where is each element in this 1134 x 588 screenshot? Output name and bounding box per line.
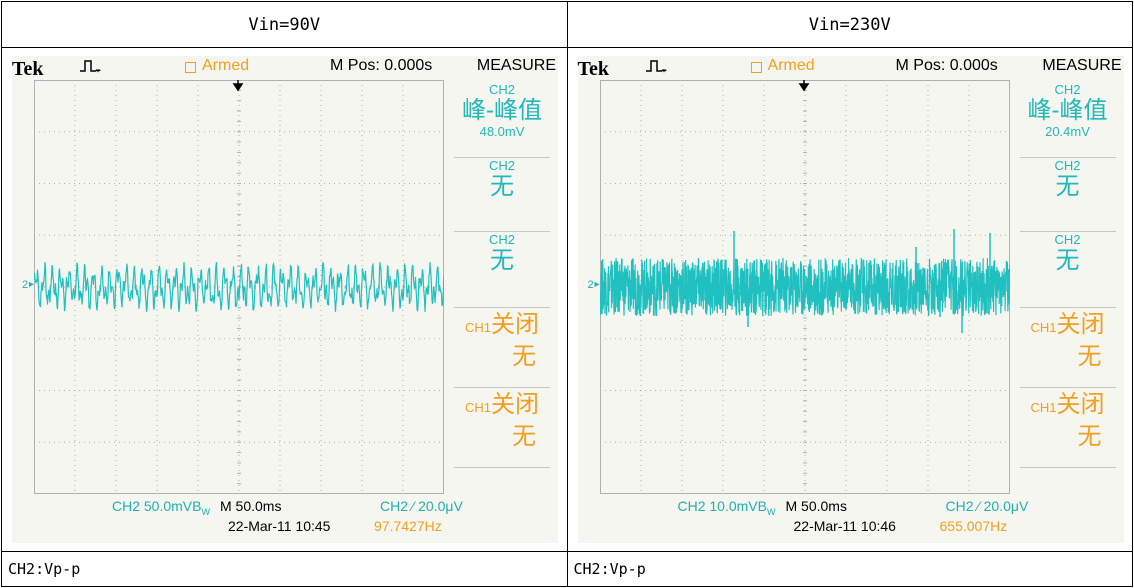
- menu-value: 无: [512, 423, 536, 451]
- measure-slot-3[interactable]: CH2 无: [1014, 232, 1122, 309]
- measure-title: MEASURE: [476, 57, 556, 75]
- menu-value: 无: [512, 343, 536, 371]
- acquisition-status: Armed: [767, 57, 815, 75]
- channel-scale: CH2 50.0mVBW: [112, 498, 210, 517]
- menu-value: 20.4mV: [1045, 124, 1090, 140]
- menu-label: 无: [490, 173, 514, 201]
- waveform-graticule: [599, 80, 1010, 495]
- armed-status-icon: [750, 62, 762, 74]
- menu-channel: CH2: [488, 232, 515, 248]
- menu-channel: CH1: [1030, 400, 1057, 416]
- measure-slot-2[interactable]: CH2 无: [448, 158, 556, 233]
- horizontal-position: M Pos: 0.000s: [330, 57, 433, 75]
- measure-slot-1[interactable]: CH2 峰-峰值 48.0mV: [448, 82, 556, 159]
- menu-value: 无: [1077, 343, 1102, 371]
- trigger-position-arrow: [232, 80, 244, 92]
- ch2-ground-marker: 2: [587, 279, 594, 292]
- date-time: 22-Mar-11 10:46: [793, 518, 896, 535]
- menu-channel: CH2: [1054, 232, 1081, 248]
- measure-slot-4[interactable]: CH1关闭 无: [448, 308, 556, 389]
- header-vin-90: Vin=90V: [1, 0, 568, 49]
- acquisition-status: Armed: [202, 57, 250, 75]
- menu-value: 无: [1077, 423, 1102, 451]
- pulse-trigger-icon: [645, 59, 668, 76]
- measure-slot-5[interactable]: CH1关闭 无: [448, 388, 556, 469]
- ch2-waveform-trace: [34, 261, 444, 312]
- footer-measure-2: CH2:Vp-p: [566, 550, 1133, 588]
- menu-label: 无: [1055, 247, 1080, 275]
- trigger-level: CH2 ⁄ 20.0μV: [380, 498, 463, 515]
- menu-value: 48.0mV: [479, 124, 525, 140]
- measure-slot-2[interactable]: CH2 无: [1014, 158, 1122, 233]
- menu-label: 关闭: [1056, 391, 1105, 419]
- trigger-frequency: 655.007Hz: [939, 518, 1008, 535]
- menu-channel: CH1: [1030, 320, 1057, 336]
- menu-channel: CH1: [464, 400, 491, 416]
- oscilloscope-screen-2: Tek Armed M Pos: 0.000s MEASURE CH2 峰-峰值…: [577, 56, 1124, 544]
- brand-logo: Tek: [12, 58, 44, 81]
- time-scale: M 50.0ms: [785, 498, 847, 515]
- measure-menu: CH2 峰-峰值 20.4mV CH2 无 CH2 无 CH1关闭 无 CH1关…: [1014, 80, 1122, 492]
- menu-label: 关闭: [491, 391, 539, 419]
- menu-channel: CH2: [1054, 82, 1081, 98]
- menu-label: 关闭: [491, 311, 539, 339]
- ch2-marker-arrow-icon: ▸: [594, 279, 600, 291]
- menu-channel: CH1: [464, 320, 491, 336]
- menu-channel: CH2: [1054, 158, 1081, 174]
- menu-channel: CH2: [488, 158, 515, 174]
- menu-label: 峰-峰值: [462, 97, 542, 125]
- ch2-marker-arrow-icon: ▸: [29, 279, 35, 291]
- measure-title: MEASURE: [1042, 57, 1122, 75]
- measure-slot-3[interactable]: CH2 无: [448, 232, 556, 309]
- menu-label: 无: [490, 247, 514, 275]
- measure-slot-5[interactable]: CH1关闭 无: [1014, 388, 1122, 469]
- measure-slot-4[interactable]: CH1关闭 无: [1014, 308, 1122, 389]
- menu-label: 峰-峰值: [1027, 97, 1108, 125]
- menu-channel: CH2: [488, 82, 515, 98]
- time-scale: M 50.0ms: [220, 498, 282, 515]
- footer-measure-1: CH2:Vp-p: [1, 550, 568, 588]
- header-vin-230: Vin=230V: [566, 0, 1133, 49]
- ch2-ground-marker: 2: [22, 279, 29, 292]
- oscilloscope-screen-1: Tek Armed M Pos: 0.000s MEASURE CH2 峰-峰值…: [12, 56, 558, 544]
- pulse-trigger-icon: [80, 59, 102, 76]
- scope-cell-2: Tek Armed M Pos: 0.000s MEASURE CH2 峰-峰值…: [566, 47, 1133, 552]
- waveform-graticule: [34, 80, 444, 495]
- trigger-frequency: 97.7427Hz: [374, 518, 442, 535]
- horizontal-position: M Pos: 0.000s: [895, 57, 998, 75]
- menu-label: 无: [1055, 173, 1080, 201]
- armed-status-icon: [185, 62, 196, 74]
- measure-menu: CH2 峰-峰值 48.0mV CH2 无 CH2 无 CH1关闭 无 CH1关…: [448, 80, 556, 492]
- menu-label: 关闭: [1056, 311, 1105, 339]
- brand-logo: Tek: [577, 58, 610, 81]
- ch2-waveform-trace: [599, 258, 1010, 317]
- trigger-position-arrow: [798, 80, 809, 92]
- measure-slot-1[interactable]: CH2 峰-峰值 20.4mV: [1014, 82, 1122, 159]
- date-time: 22-Mar-11 10:45: [228, 518, 331, 535]
- scope-cell-1: Tek Armed M Pos: 0.000s MEASURE CH2 峰-峰值…: [1, 47, 568, 552]
- trigger-level: CH2 ⁄ 20.0μV: [945, 498, 1029, 515]
- channel-scale: CH2 10.0mVBW: [677, 498, 776, 517]
